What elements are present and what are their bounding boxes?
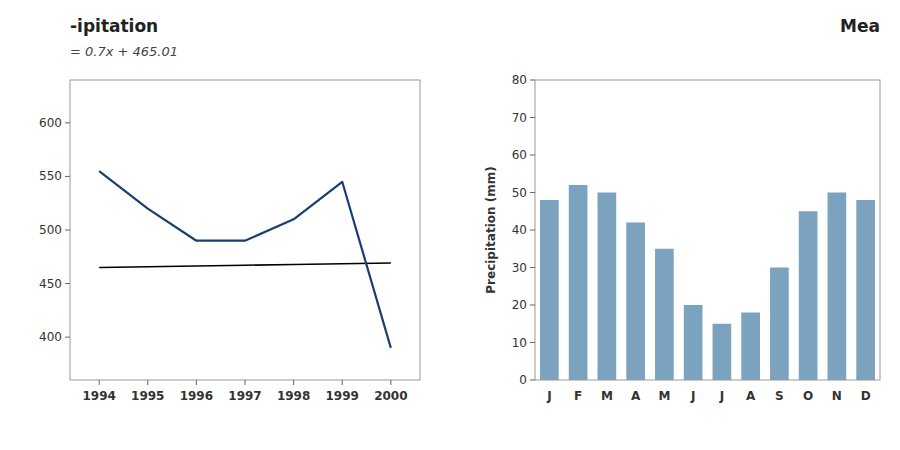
y-tick [65,230,70,231]
y-tick [530,305,535,306]
y-tick-label: 60 [512,148,527,162]
bar [741,313,760,381]
chart-root: -ipitation= 0.7x + 465.01400450500550600… [0,0,900,450]
x-tick-label: N [832,389,842,403]
x-tick-label: J [546,389,551,403]
y-tick-label: 50 [512,186,527,200]
line-series [99,171,391,348]
x-tick-label: 1999 [326,389,359,403]
x-tick [99,380,100,385]
y-tick-label: 80 [512,73,527,87]
y-tick [530,117,535,118]
bar [569,185,588,380]
x-tick-label: 1994 [82,389,115,403]
x-tick-label: M [601,389,613,403]
x-tick-label: A [746,389,756,403]
bar [626,223,645,381]
y-tick [530,230,535,231]
y-tick [530,380,535,381]
y-tick [530,80,535,81]
plot-marks [99,171,391,348]
y-tick [530,267,535,268]
x-tick-label: S [775,389,784,403]
plot-marks [540,185,875,380]
bar [598,193,617,381]
y-tick [530,192,535,193]
y-tick-label: 0 [519,373,527,387]
bar [828,193,847,381]
y-tick [65,122,70,123]
x-tick [245,380,246,385]
chart-title: Mea [840,16,880,36]
y-tick [65,176,70,177]
y-tick-label: 450 [39,277,62,291]
x-tick-label: D [861,389,871,403]
x-tick-label: O [803,389,813,403]
x-tick-label: A [631,389,641,403]
x-tick-label: 2000 [374,389,407,403]
y-tick [530,342,535,343]
x-tick-label: F [574,389,582,403]
bar [856,200,875,380]
bar-chart: Mea Precipitation (mm) 0 10 20 30 40 50 60 70 80 J F… [484,16,880,403]
y-tick [65,283,70,284]
y-tick-label: 20 [512,298,527,312]
y-tick-label: 10 [512,336,527,350]
y-tick [530,155,535,156]
plot-frame [535,80,880,380]
y-axis-label: Precipitation (mm) [484,166,498,293]
x-tick [147,380,148,385]
y-tick-label: 70 [512,111,527,125]
plot-frame [70,80,420,380]
x-tick-label: 1996 [180,389,213,403]
x-tick [196,380,197,385]
line-chart: -ipitation = 0.7x + 465.01 400 450 500 550 600… [39,16,420,403]
y-tick-label: 600 [39,116,62,130]
x-tick [293,380,294,385]
bar [655,249,674,380]
y-tick-label: 30 [512,261,527,275]
bar [684,305,703,380]
bar [799,211,818,380]
x-tick-label: J [719,389,724,403]
y-tick-label: 550 [39,169,62,183]
x-tick [342,380,343,385]
bar [770,268,789,381]
x-tick [390,380,391,385]
y-tick-label: 500 [39,223,62,237]
chart-title: -ipitation [70,16,158,36]
y-tick-label: 40 [512,223,527,237]
bar [713,324,732,380]
y-tick-label: 400 [39,330,62,344]
x-tick-label: 1998 [277,389,310,403]
x-tick-label: J [690,389,695,403]
chart-subtitle: = 0.7x + 465.01 [70,44,178,59]
y-tick [65,337,70,338]
x-tick-label: 1997 [228,389,261,403]
x-tick-label: 1995 [131,389,164,403]
bar [540,200,559,380]
line-series [99,263,391,268]
x-tick-label: M [658,389,670,403]
